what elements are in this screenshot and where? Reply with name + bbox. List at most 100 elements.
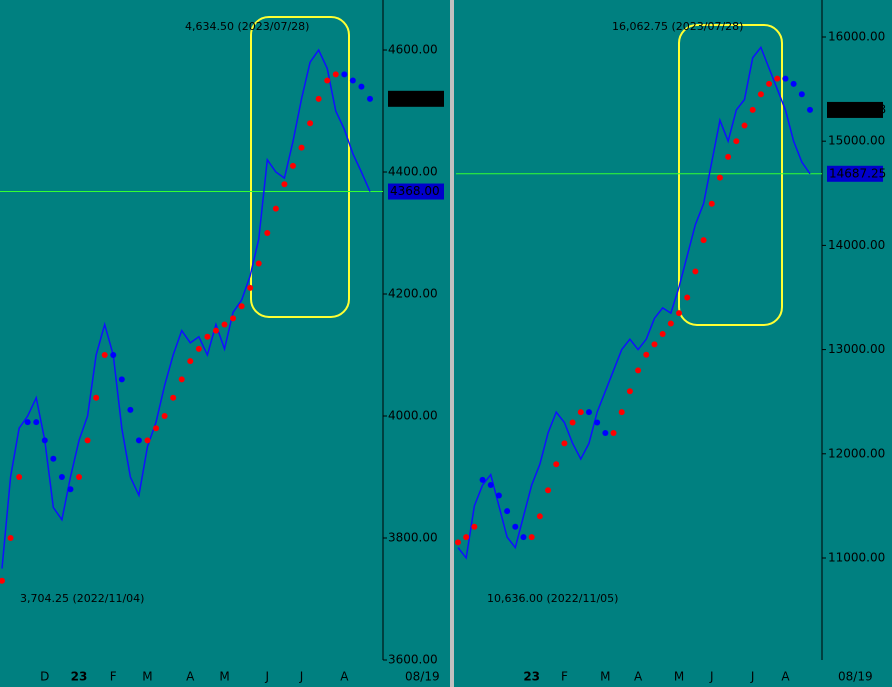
indicator-dot [774, 75, 781, 82]
indicator-dot [289, 162, 296, 169]
indicator-dot [212, 327, 219, 334]
indicator-dot [187, 358, 194, 365]
x-tick-label: J [299, 670, 304, 684]
indicator-dot [101, 352, 108, 359]
indicator-dot [594, 419, 601, 426]
y-tick-label: 13000.00 [828, 342, 885, 356]
indicator-dot [577, 409, 584, 416]
indicator-dot [471, 523, 478, 530]
cursor-box [827, 165, 883, 182]
indicator-dot [725, 153, 732, 160]
indicator-dot [504, 508, 511, 515]
indicator-dot [741, 122, 748, 129]
indicator-dot [324, 77, 331, 84]
indicator-dot [782, 75, 789, 82]
indicator-dot [110, 352, 117, 359]
indicator-dot [749, 106, 756, 113]
y-tick-label: 4000.00 [388, 409, 438, 423]
indicator-dot [264, 230, 271, 237]
y-tick-label: 4400.00 [388, 165, 438, 179]
y-tick-label: 4600.00 [388, 43, 438, 57]
x-tick-label: J [750, 670, 755, 684]
x-tick-label: J [709, 670, 714, 684]
indicator-dot [50, 455, 57, 462]
y-tick-label: 16000.00 [828, 29, 885, 43]
indicator-dot [144, 437, 151, 444]
y-tick-label: 3800.00 [388, 531, 438, 545]
indicator-dot [463, 534, 470, 541]
x-tick-label: M [219, 670, 229, 684]
indicator-dot [807, 106, 813, 113]
indicator-dot [76, 474, 83, 481]
indicator-dot [178, 376, 185, 383]
indicator-dot [798, 91, 805, 98]
indicator-dot [247, 284, 254, 291]
indicator-dot [67, 486, 74, 493]
indicator-dot [127, 406, 134, 413]
indicator-dot [349, 77, 356, 84]
divider [450, 0, 454, 687]
indicator-dot [41, 437, 48, 444]
indicator-dot [512, 523, 519, 530]
indicator-dot [659, 330, 666, 337]
last-box [827, 101, 883, 118]
indicator-dot [315, 95, 322, 102]
indicator-dot [667, 320, 674, 327]
indicator-dot [766, 80, 773, 87]
indicator-dot [618, 409, 625, 416]
x-tick-label: D [40, 670, 49, 684]
x-tick-label: A [634, 670, 643, 684]
indicator-dot [367, 95, 373, 102]
date-label: 08/19 [405, 670, 440, 684]
indicator-dot [170, 394, 177, 401]
indicator-dot [651, 341, 658, 348]
indicator-dot [643, 351, 650, 358]
x-tick-label: F [561, 670, 568, 684]
indicator-dot [255, 260, 262, 267]
indicator-dot [298, 144, 305, 151]
indicator-dot [341, 71, 348, 78]
y-tick-label: 4200.00 [388, 287, 438, 301]
indicator-dot [487, 482, 494, 489]
indicator-dot [7, 535, 14, 542]
cursor-label: 4368.00 [390, 184, 440, 198]
x-tick-label: A [186, 670, 195, 684]
x-tick-label: M [142, 670, 152, 684]
high-label: 4,634.50 (2023/07/28) [185, 20, 309, 33]
indicator-dot [553, 461, 560, 468]
indicator-dot [238, 303, 245, 310]
price-line [1, 48, 371, 569]
indicator-dot [684, 294, 691, 301]
indicator-dot [610, 429, 617, 436]
indicator-dot [0, 577, 5, 584]
indicator-dot [602, 429, 609, 436]
low-label: 3,704.25 (2022/11/04) [20, 592, 144, 605]
indicator-dot [561, 440, 568, 447]
indicator-dot [536, 513, 543, 520]
indicator-dot [118, 376, 125, 383]
indicator-dot [358, 83, 365, 90]
indicator-dot [479, 476, 486, 483]
indicator-dot [635, 367, 642, 374]
indicator-dot [495, 492, 502, 499]
indicator-dot [230, 315, 237, 322]
y-tick-label: 15000.00 [828, 134, 885, 148]
low-label: 10,636.00 (2022/11/05) [487, 592, 618, 605]
indicator-dot [332, 71, 339, 78]
y-tick-label: 14000.00 [828, 238, 885, 252]
last-box [388, 90, 444, 107]
indicator-dot [455, 539, 461, 546]
indicator-dot [24, 419, 31, 426]
x-tick-label: M [600, 670, 610, 684]
indicator-dot [84, 437, 91, 444]
indicator-dot [135, 437, 142, 444]
indicator-dot [569, 419, 576, 426]
x-tick-label: 23 [71, 670, 88, 684]
x-tick-label: A [781, 670, 790, 684]
indicator-dot [272, 205, 279, 212]
last-label: 15370.73 [829, 102, 886, 116]
indicator-dot [281, 181, 288, 188]
indicator-dot [757, 91, 764, 98]
indicator-dot [676, 310, 683, 317]
x-tick-label: F [110, 670, 117, 684]
